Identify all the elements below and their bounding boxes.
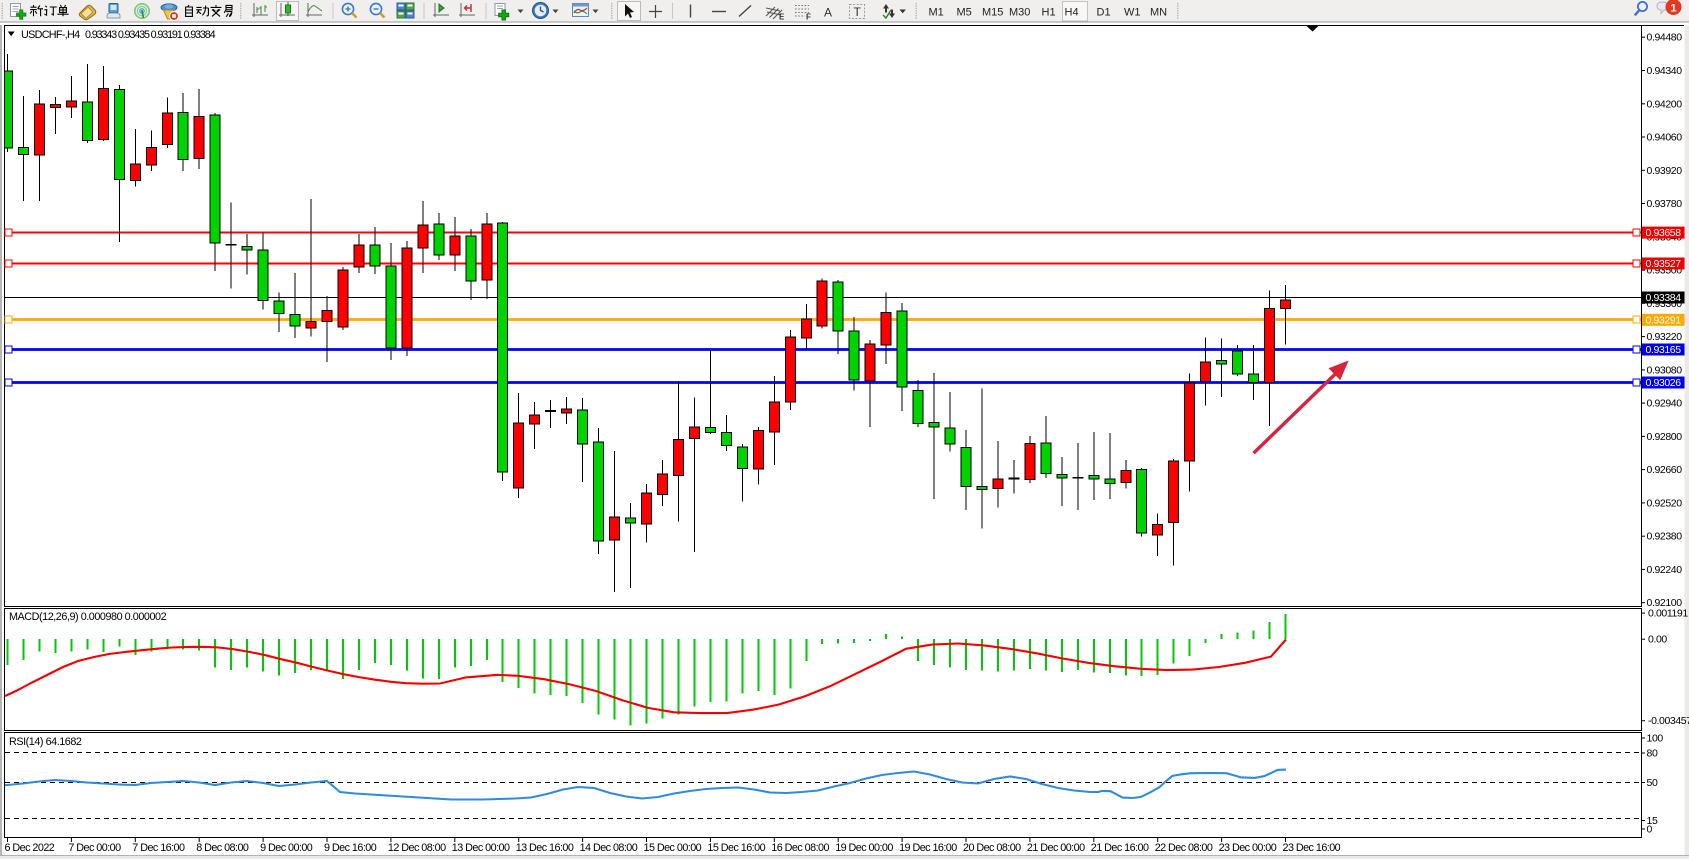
svg-text:9 Dec 16:00: 9 Dec 16:00: [324, 842, 377, 854]
svg-text:19 Dec 00:00: 19 Dec 00:00: [835, 842, 893, 854]
svg-text:23 Dec 00:00: 23 Dec 00:00: [1219, 842, 1277, 854]
svg-text:12 Dec 08:00: 12 Dec 08:00: [388, 842, 446, 854]
svg-text:0.93920: 0.93920: [1647, 165, 1683, 177]
svg-text:15 Dec 00:00: 15 Dec 00:00: [644, 842, 702, 854]
svg-text:MN: MN: [1150, 7, 1167, 19]
svg-text:0.93780: 0.93780: [1647, 198, 1683, 210]
svg-text:14 Dec 08:00: 14 Dec 08:00: [580, 842, 638, 854]
svg-text:USDCHF-,H4: USDCHF-,H4: [21, 29, 80, 41]
svg-text:8 Dec 08:00: 8 Dec 08:00: [196, 842, 249, 854]
svg-text:0.93026: 0.93026: [1646, 377, 1682, 389]
svg-text:100: 100: [1647, 733, 1664, 745]
svg-text:MACD(12,26,9) 0.000980 0.00000: MACD(12,26,9) 0.000980 0.000002: [9, 611, 167, 623]
svg-text:0.92660: 0.92660: [1647, 464, 1683, 476]
svg-text:6 Dec 2022: 6 Dec 2022: [5, 842, 55, 854]
svg-text:7 Dec 16:00: 7 Dec 16:00: [132, 842, 185, 854]
svg-text:H4: H4: [1065, 7, 1079, 19]
svg-text:0.92380: 0.92380: [1647, 531, 1683, 543]
svg-text:0.93343 0.93435 0.93191 0.9338: 0.93343 0.93435 0.93191 0.93384: [85, 29, 216, 41]
svg-text:80: 80: [1647, 748, 1658, 760]
svg-text:0.92940: 0.92940: [1647, 398, 1683, 410]
svg-text:21 Dec 00:00: 21 Dec 00:00: [1027, 842, 1085, 854]
svg-text:1: 1: [1671, 3, 1677, 15]
svg-text:50: 50: [1647, 777, 1658, 789]
svg-text:H1: H1: [1042, 7, 1056, 19]
svg-text:7 Dec 00:00: 7 Dec 00:00: [68, 842, 121, 854]
svg-text:22 Dec 08:00: 22 Dec 08:00: [1155, 842, 1213, 854]
svg-text:M5: M5: [957, 7, 972, 19]
svg-text:0: 0: [1647, 824, 1653, 836]
svg-text:0.92100: 0.92100: [1647, 597, 1683, 609]
svg-text:0.94340: 0.94340: [1647, 65, 1683, 77]
svg-text:W1: W1: [1124, 7, 1141, 19]
svg-text:T: T: [854, 5, 862, 19]
svg-text:-0.003457: -0.003457: [1648, 715, 1689, 727]
svg-text:9 Dec 00:00: 9 Dec 00:00: [260, 842, 313, 854]
svg-text:13 Dec 00:00: 13 Dec 00:00: [452, 842, 510, 854]
svg-text:20 Dec 08:00: 20 Dec 08:00: [963, 842, 1021, 854]
svg-text:21 Dec 16:00: 21 Dec 16:00: [1091, 842, 1149, 854]
svg-text:15 Dec 16:00: 15 Dec 16:00: [707, 842, 765, 854]
svg-text:A: A: [824, 6, 832, 20]
svg-text:0.92520: 0.92520: [1647, 497, 1683, 509]
svg-text:15: 15: [1647, 815, 1658, 827]
svg-text:0.92240: 0.92240: [1647, 564, 1683, 576]
svg-text:M15: M15: [982, 7, 1003, 19]
svg-text:23 Dec 16:00: 23 Dec 16:00: [1283, 842, 1341, 854]
svg-text:0.00: 0.00: [1648, 634, 1667, 646]
svg-text:E: E: [779, 13, 785, 22]
svg-text:0.93165: 0.93165: [1646, 344, 1682, 356]
svg-text:RSI(14) 64.1682: RSI(14) 64.1682: [9, 736, 82, 748]
svg-text:0.94200: 0.94200: [1647, 98, 1683, 110]
svg-text:13 Dec 16:00: 13 Dec 16:00: [516, 842, 574, 854]
svg-text:F: F: [806, 13, 811, 22]
svg-text:0.94480: 0.94480: [1647, 32, 1683, 44]
svg-text:0.93658: 0.93658: [1646, 227, 1682, 239]
svg-text:0.001191: 0.001191: [1648, 608, 1688, 620]
svg-text:19 Dec 16:00: 19 Dec 16:00: [899, 842, 957, 854]
svg-text:0.94060: 0.94060: [1647, 132, 1683, 144]
svg-text:M1: M1: [929, 7, 944, 19]
svg-text:0.93080: 0.93080: [1647, 364, 1683, 376]
svg-text:M30: M30: [1009, 7, 1030, 19]
svg-text:D1: D1: [1097, 7, 1111, 19]
svg-text:0.93291: 0.93291: [1646, 314, 1682, 326]
svg-text:0.93220: 0.93220: [1647, 331, 1683, 343]
svg-text:16 Dec 08:00: 16 Dec 08:00: [771, 842, 829, 854]
svg-text:0.93384: 0.93384: [1646, 292, 1682, 304]
svg-text:0.93527: 0.93527: [1646, 258, 1682, 270]
svg-text:0.92800: 0.92800: [1647, 431, 1683, 443]
